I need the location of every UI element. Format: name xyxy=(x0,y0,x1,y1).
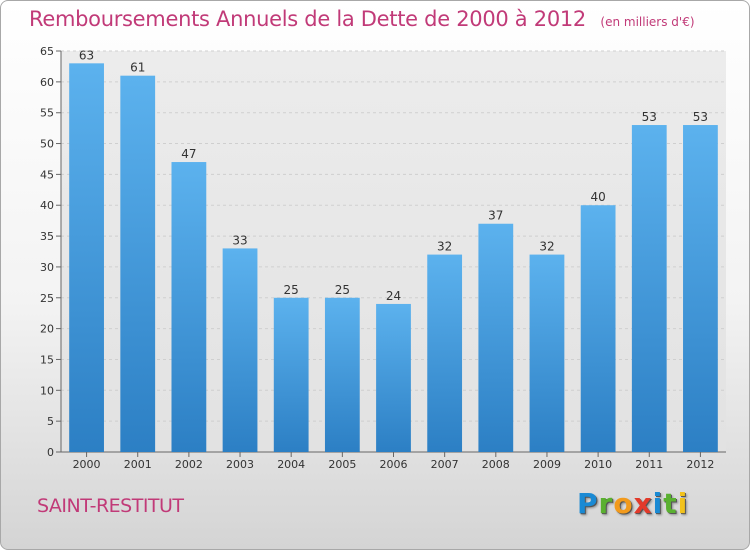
data-label-2006: 24 xyxy=(386,289,401,303)
data-label-2010: 40 xyxy=(590,190,605,204)
y-tick-label: 55 xyxy=(40,107,54,120)
bar-2003 xyxy=(222,248,258,452)
bar-2002 xyxy=(171,162,207,453)
data-label-2008: 37 xyxy=(488,209,503,223)
y-tick-label: 45 xyxy=(40,168,54,181)
data-label-2012: 53 xyxy=(693,110,708,124)
y-tick-label: 20 xyxy=(40,323,54,336)
y-tick-label: 15 xyxy=(40,353,54,366)
y-tick-label: 50 xyxy=(40,138,54,151)
bar-2012 xyxy=(683,125,718,453)
x-tick-label-2007: 2007 xyxy=(431,458,459,471)
x-tick-label-2005: 2005 xyxy=(328,458,356,471)
data-label-2003: 33 xyxy=(232,233,247,247)
bar-2000 xyxy=(69,63,104,452)
y-tick-label: 60 xyxy=(40,76,54,89)
data-label-2007: 32 xyxy=(437,240,452,254)
y-tick-label: 65 xyxy=(40,45,54,58)
bar-2004 xyxy=(273,297,309,452)
y-tick-label: 10 xyxy=(40,384,54,397)
y-tick-label: 0 xyxy=(47,446,54,459)
x-tick-label-2001: 2001 xyxy=(124,458,152,471)
x-tick-label-2003: 2003 xyxy=(226,458,254,471)
data-label-2009: 32 xyxy=(539,240,554,254)
x-tick-label-2004: 2004 xyxy=(277,458,305,471)
data-label-2011: 53 xyxy=(642,110,657,124)
bar-2007 xyxy=(427,254,463,452)
chart-title: Remboursements Annuels de la Dette de 20… xyxy=(29,7,695,31)
bar-2001 xyxy=(120,75,156,452)
x-tick-labels: 2000 2001 2002 2003 2004 2005 2006 2007 2008 2009… xyxy=(73,452,714,471)
y-tick-label: 40 xyxy=(40,199,54,212)
x-tick-label-2011: 2011 xyxy=(635,458,663,471)
data-labels: 63 61 47 33 25 25 24 32 37 32 40 53 53 xyxy=(79,48,708,303)
data-label-2001: 61 xyxy=(130,61,145,75)
x-tick-label-2009: 2009 xyxy=(533,458,561,471)
x-tick-label-2008: 2008 xyxy=(482,458,510,471)
proxiti-logo: Proxiti xyxy=(577,487,688,520)
chart-title-text: Remboursements Annuels de la Dette de 20… xyxy=(29,7,586,31)
data-label-2000: 63 xyxy=(79,48,94,62)
x-tick-label-2006: 2006 xyxy=(380,458,408,471)
data-label-2005: 25 xyxy=(335,283,350,297)
logo-letter: P xyxy=(577,487,599,520)
bars xyxy=(69,63,718,453)
bar-2005 xyxy=(324,297,360,452)
y-tick-label: 30 xyxy=(40,261,54,274)
data-label-2002: 47 xyxy=(181,147,196,161)
x-tick-label-2012: 2012 xyxy=(686,458,714,471)
bar-2010 xyxy=(580,205,616,452)
bar-2008 xyxy=(478,223,514,452)
data-label-2004: 25 xyxy=(284,283,299,297)
x-tick-label-2002: 2002 xyxy=(175,458,203,471)
commune-name: SAINT-RESTITUT xyxy=(37,495,184,517)
logo-letter: r xyxy=(598,487,614,520)
x-tick-label-2010: 2010 xyxy=(584,458,612,471)
y-tick-labels: 0 5 10 15 20 25 30 35 40 45 50 55 60 65 xyxy=(40,45,54,459)
logo-letter: i xyxy=(652,487,664,520)
x-tick-label-2000: 2000 xyxy=(73,458,101,471)
bar-2011 xyxy=(631,125,667,453)
bar-2009 xyxy=(529,254,565,452)
y-tick-label: 35 xyxy=(40,230,54,243)
y-tick-label: 5 xyxy=(47,415,54,428)
logo-letter: t xyxy=(663,487,678,520)
bar-2006 xyxy=(376,303,411,452)
logo-letter: x xyxy=(633,487,653,520)
logo-letter: i xyxy=(677,487,689,520)
y-tick-label: 25 xyxy=(40,292,54,305)
chart-unit-note: (en milliers d'€) xyxy=(600,15,695,29)
logo-letter: o xyxy=(613,487,634,520)
